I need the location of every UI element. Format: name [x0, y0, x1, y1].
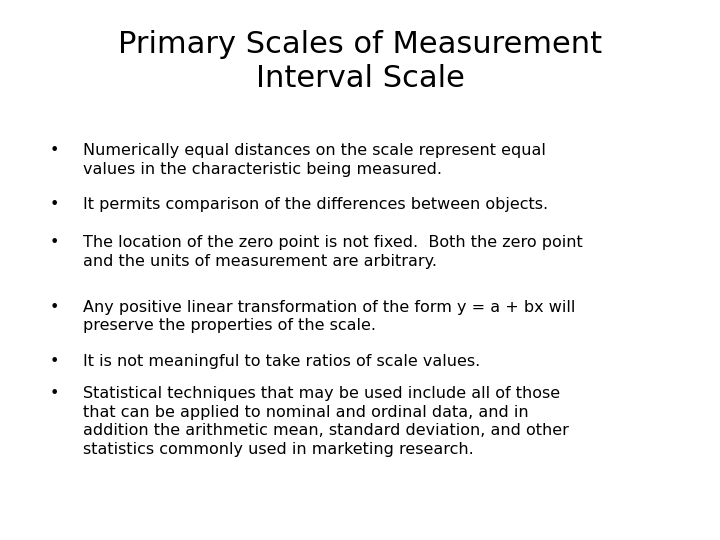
Text: •: •: [49, 143, 59, 158]
Text: Any positive linear transformation of the form y = a + bx will
preserve the prop: Any positive linear transformation of th…: [83, 300, 575, 333]
Text: •: •: [49, 300, 59, 315]
Text: It is not meaningful to take ratios of scale values.: It is not meaningful to take ratios of s…: [83, 354, 480, 369]
Text: •: •: [49, 386, 59, 401]
Text: Numerically equal distances on the scale represent equal
values in the character: Numerically equal distances on the scale…: [83, 143, 546, 177]
Text: •: •: [49, 235, 59, 250]
Text: •: •: [49, 354, 59, 369]
Text: Statistical techniques that may be used include all of those
that can be applied: Statistical techniques that may be used …: [83, 386, 569, 457]
Text: The location of the zero point is not fixed.  Both the zero point
and the units : The location of the zero point is not fi…: [83, 235, 582, 268]
Text: Primary Scales of Measurement
Interval Scale: Primary Scales of Measurement Interval S…: [118, 30, 602, 93]
Text: •: •: [49, 197, 59, 212]
Text: It permits comparison of the differences between objects.: It permits comparison of the differences…: [83, 197, 548, 212]
